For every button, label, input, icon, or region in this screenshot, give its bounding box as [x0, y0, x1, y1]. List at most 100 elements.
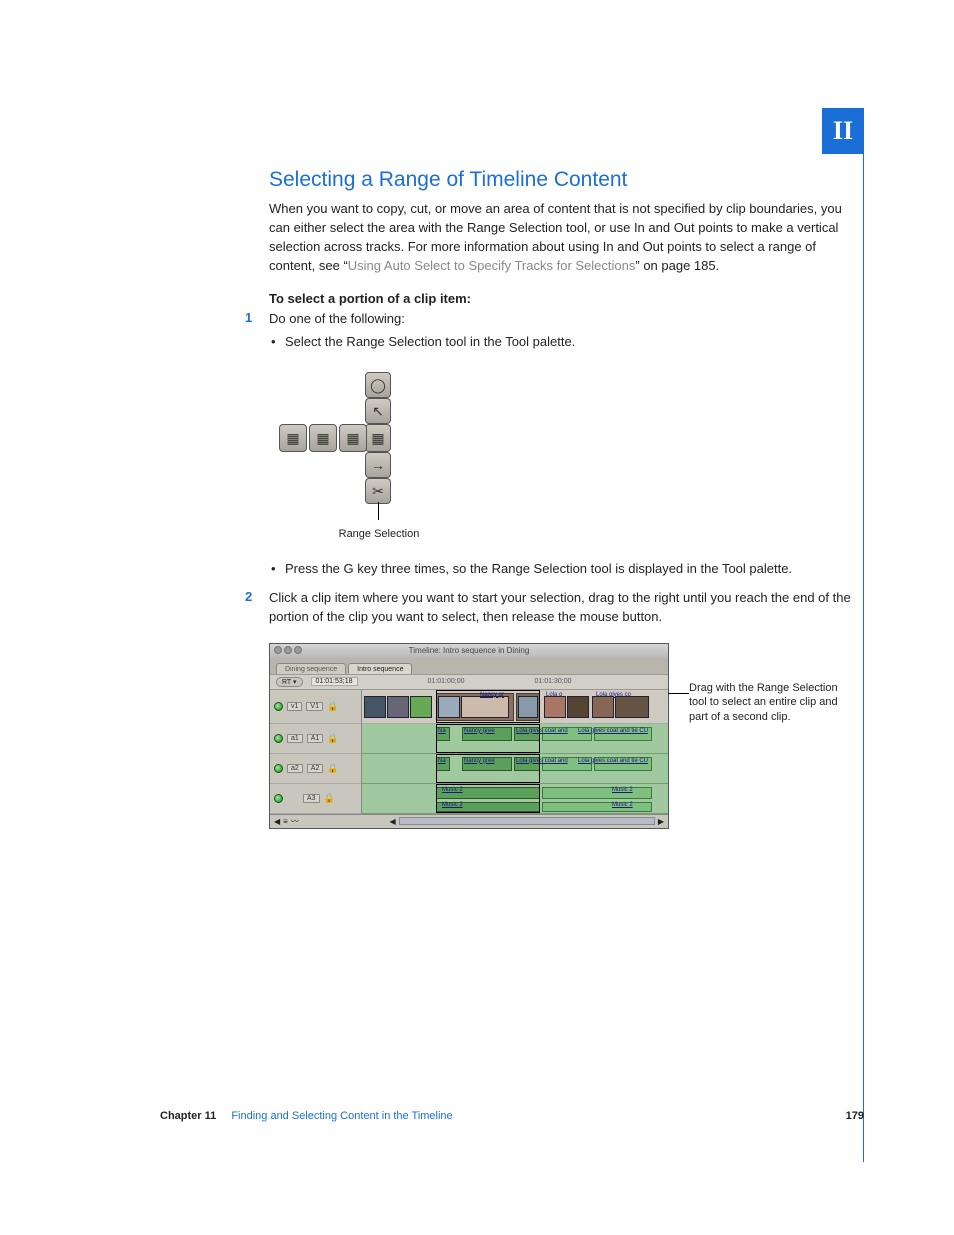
clip-thumbnail[interactable]: [410, 696, 432, 718]
current-timecode[interactable]: 01:01:53;18: [311, 677, 358, 686]
auto-select-icon[interactable]: [274, 734, 283, 743]
clip-label: Music 2: [612, 802, 633, 808]
auto-select-icon[interactable]: [274, 794, 283, 803]
clip-thumbnail[interactable]: [364, 696, 386, 718]
intro-paragraph: When you want to copy, cut, or move an a…: [269, 200, 853, 275]
ruler-tick: 01:01:30;00: [535, 678, 572, 685]
intro-link[interactable]: Using Auto Select to Specify Tracks for …: [348, 258, 636, 273]
timeline-footer: ◀ ≡ 〰 ◀ ▶: [270, 814, 668, 828]
clip-label: Lola gives coat and: [516, 728, 568, 734]
lock-icon[interactable]: [327, 733, 338, 744]
rt-menu[interactable]: RT ▾: [276, 677, 303, 687]
page-footer: Chapter 11 Finding and Selecting Content…: [160, 1110, 864, 1122]
close-icon[interactable]: [274, 646, 282, 654]
callout-line: [378, 502, 379, 520]
clip-label: Nancy gree: [464, 758, 495, 764]
clip-thumbnail[interactable]: [567, 696, 589, 718]
track-v1[interactable]: Nancy gr Lola g Lola gives co: [362, 690, 668, 724]
source-a1[interactable]: a1: [287, 734, 303, 743]
dest-a1[interactable]: A1: [307, 734, 324, 743]
chapter-title: Finding and Selecting Content in the Tim…: [231, 1110, 452, 1122]
clip-thumbnail[interactable]: [544, 696, 566, 718]
clip-label: Lola gives coat and: [516, 758, 568, 764]
clip-thumbnail[interactable]: [387, 696, 409, 718]
step-2-number: 2: [245, 589, 252, 604]
clip-thumbnail: [438, 696, 460, 718]
track-a1[interactable]: Na Nancy gree Lola gives coat and Lola g…: [362, 724, 668, 754]
step-1-bullet-1: Select the Range Selection tool in the T…: [269, 333, 853, 352]
tool-cell[interactable]: →: [365, 452, 391, 478]
track-a2[interactable]: Na Nancy gree Lola gives coat and Lola g…: [362, 754, 668, 784]
clip-label: Na: [438, 758, 446, 764]
annotation-leader-line: [668, 693, 689, 694]
tool-cell[interactable]: ▦: [279, 424, 307, 452]
audio-clip[interactable]: [542, 787, 652, 799]
source-a2[interactable]: a2: [287, 764, 303, 773]
ruler-tick: 01:01:00;00: [428, 678, 465, 685]
footer-tool-icon[interactable]: ◀: [274, 817, 280, 826]
horizontal-scrollbar[interactable]: [399, 817, 655, 825]
scroll-right-icon[interactable]: ▶: [658, 817, 664, 826]
clip-label: Na: [438, 728, 446, 734]
task-lead: To select a portion of a clip item:: [269, 291, 853, 306]
source-v1[interactable]: v1: [287, 702, 302, 711]
track-head-v1[interactable]: v1 V1: [270, 690, 361, 724]
step-1-number: 1: [245, 310, 252, 325]
clip-thumbnail[interactable]: [615, 696, 649, 718]
step-2: 2 Click a clip item where you want to st…: [269, 589, 853, 627]
auto-select-icon[interactable]: [274, 764, 283, 773]
minimize-icon[interactable]: [284, 646, 292, 654]
step-1: 1 Do one of the following: Select the Ra…: [269, 310, 853, 579]
scroll-left-icon[interactable]: ◀: [390, 817, 396, 826]
tool-palette-figure: ◯ ↖ ▦ → ✂ ▦ ▦ ▦ Range Selection: [279, 372, 419, 540]
side-rule: [863, 154, 864, 1162]
clip-label: Lola gives coat and tie CU: [578, 758, 648, 764]
clip-label: Music 2: [442, 787, 463, 793]
footer-tool-icon[interactable]: 〰: [291, 816, 299, 827]
track-head-a1[interactable]: a1 A1: [270, 724, 361, 754]
window-controls[interactable]: [274, 646, 302, 654]
figure-1-label: Range Selection: [319, 528, 439, 540]
tool-cell-range[interactable]: ▦: [365, 424, 391, 452]
lock-icon[interactable]: [324, 793, 335, 804]
lock-icon[interactable]: [327, 763, 338, 774]
track-content-area[interactable]: Nancy gr Lola g Lola gives co: [362, 690, 668, 814]
timeline-titlebar: Timeline: Intro sequence in Dining: [270, 644, 668, 658]
clip-thumbnail[interactable]: [592, 696, 614, 718]
tool-cell[interactable]: ▦: [309, 424, 337, 452]
lock-icon[interactable]: [327, 701, 338, 712]
palette-column: ◯ ↖ ▦ → ✂: [365, 372, 391, 504]
step-1-bullet-2: Press the G key three times, so the Rang…: [269, 560, 853, 579]
zoom-icon[interactable]: [294, 646, 302, 654]
timeline-tabs: Dining sequence Intro sequence: [270, 658, 668, 674]
dest-a2[interactable]: A2: [307, 764, 324, 773]
clip-label: Nancy gr: [480, 692, 504, 698]
audio-clip[interactable]: [542, 802, 652, 812]
tool-cell[interactable]: ✂: [365, 478, 391, 504]
tool-cell[interactable]: ◯: [365, 372, 391, 398]
timeline-title: Timeline: Intro sequence in Dining: [409, 646, 530, 655]
footer-tool-icon[interactable]: ≡: [283, 817, 288, 826]
clip-label: Music 2: [442, 802, 463, 808]
track-head-a2[interactable]: a2 A2: [270, 754, 361, 784]
track-head-a3[interactable]: A3: [270, 784, 361, 814]
track-a3[interactable]: Music 2 Music 2 Music 2 Music 2: [362, 784, 668, 814]
track-header-column: v1 V1 a1 A1 a2 A2: [270, 690, 362, 814]
auto-select-icon[interactable]: [274, 702, 283, 711]
timeline-tab-active[interactable]: Intro sequence: [348, 663, 412, 674]
tool-cell[interactable]: ↖: [365, 398, 391, 424]
intro-text-b: ” on page 185.: [635, 258, 719, 273]
step-1-text: Do one of the following:: [269, 311, 405, 326]
palette-flyout-row: ▦ ▦ ▦: [279, 424, 367, 452]
selected-video-clip[interactable]: [516, 693, 540, 721]
dest-a3[interactable]: A3: [303, 794, 320, 803]
chapter-label: Chapter 11: [160, 1110, 216, 1122]
timeline-window: Timeline: Intro sequence in Dining Dinin…: [269, 643, 669, 829]
dest-v1[interactable]: V1: [306, 702, 323, 711]
tool-cell[interactable]: ▦: [339, 424, 367, 452]
clip-label: Music 2: [612, 787, 633, 793]
clip-thumbnail: [518, 696, 538, 718]
timeline-figure: Timeline: Intro sequence in Dining Dinin…: [269, 643, 853, 829]
timeline-tab[interactable]: Dining sequence: [276, 663, 346, 674]
page-number: 179: [846, 1110, 864, 1122]
